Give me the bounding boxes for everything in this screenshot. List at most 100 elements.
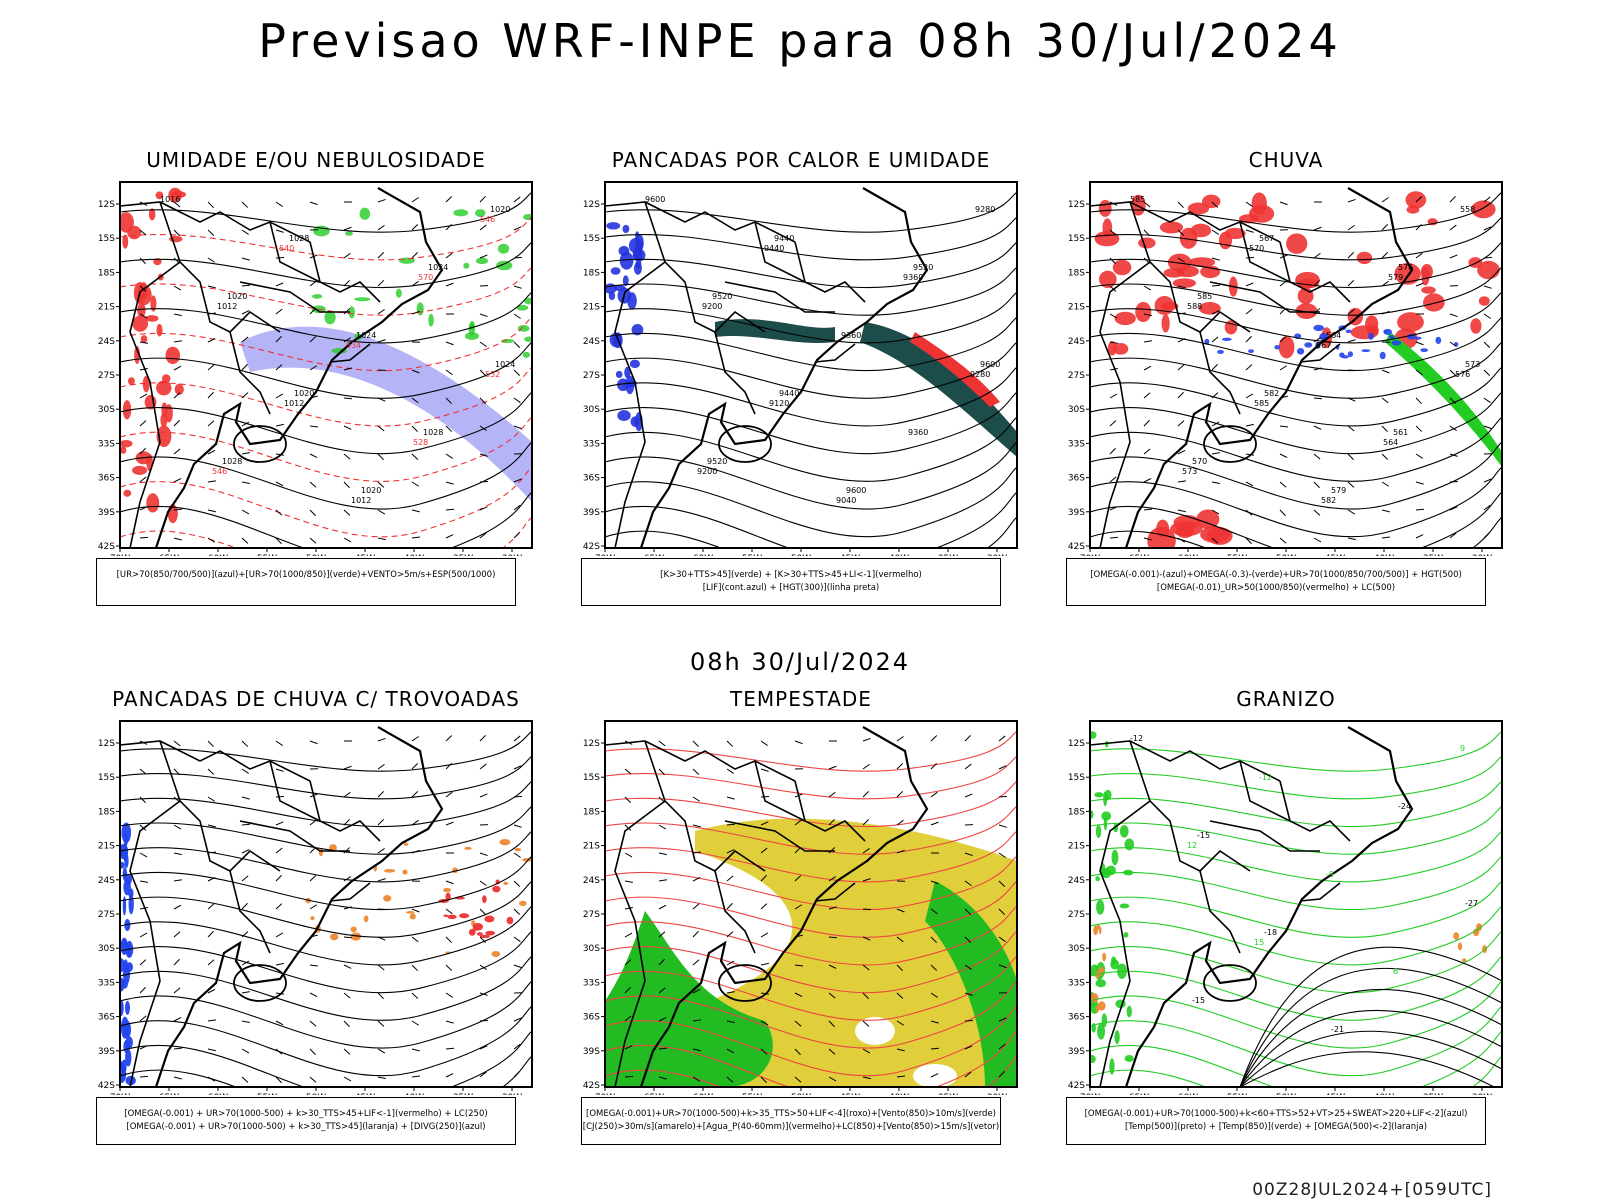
lon-label: 55W xyxy=(1227,1093,1247,1095)
wind-arrow xyxy=(1313,509,1321,516)
lon-label: 30W xyxy=(1472,1093,1492,1095)
map-pancadas-calor: 9600 9520 9440 9600 9520 9600 9520 9440 9360 9360… xyxy=(583,181,1018,556)
wind-arrow xyxy=(139,341,148,344)
wind-arrow xyxy=(377,848,385,854)
divergence-spot-blue xyxy=(121,822,132,844)
wind-arrow xyxy=(309,453,318,459)
divergence-spot-blue xyxy=(120,861,125,869)
wind-arrow xyxy=(241,284,251,287)
wind-arrow xyxy=(173,365,182,371)
lon-label: 70W xyxy=(595,1093,615,1095)
humidity-spot-red xyxy=(137,302,146,318)
lat-label: 12S xyxy=(1068,200,1085,210)
country-border xyxy=(724,820,835,852)
wind-arrow xyxy=(173,931,181,938)
divergence-spot-blue xyxy=(120,977,125,992)
map-group: 5855855825795765735705675645615585885855… xyxy=(1068,181,1503,556)
rain-spot-blue xyxy=(1435,336,1442,345)
wind-arrow xyxy=(445,252,453,259)
contour-label: 567 xyxy=(1259,234,1274,243)
lon-label: 45W xyxy=(1325,1093,1345,1095)
rain-spot-red xyxy=(1477,260,1500,280)
wind-arrow xyxy=(275,1048,283,1055)
isoline xyxy=(1090,366,1502,427)
country-border xyxy=(614,261,666,548)
wind-arrow xyxy=(624,796,631,804)
wind-arrow xyxy=(1449,453,1458,457)
map-trovoadas: 12S 15S 18S 21S 24S 27S 30S 33S 36S 39S 42S 70W 65W 6… xyxy=(98,720,533,1095)
country-border xyxy=(1299,882,1341,902)
wind-arrow xyxy=(1483,226,1492,231)
wind-arrow xyxy=(1245,481,1254,487)
country-border xyxy=(229,331,271,415)
wind-arrow xyxy=(445,534,454,539)
legend-line-2: [LIF](cont.azul) + [HGT(300)](linha pret… xyxy=(702,583,880,593)
wind-arrow xyxy=(1381,280,1389,287)
wind-arrow xyxy=(479,369,487,376)
wind-arrow xyxy=(139,880,148,883)
wind-arrow xyxy=(624,932,633,938)
wind-arrow xyxy=(411,369,420,374)
lat-label: 33S xyxy=(583,439,600,449)
isoline xyxy=(120,755,532,800)
rain-spot-red xyxy=(1161,314,1170,333)
wind-arrow xyxy=(479,1071,487,1078)
wind-arrow xyxy=(896,1048,905,1052)
panel-umidade: UMIDADE E/OU NEBULOSIDADE 1016 1020 1020 10… xyxy=(96,148,536,648)
wind-arrow xyxy=(1449,369,1457,376)
temp500-isoline xyxy=(1239,1009,1502,1087)
lon-label: 45W xyxy=(355,554,375,556)
humidity-spot-green xyxy=(524,297,532,305)
map-inner xyxy=(605,726,1017,1087)
wind-arrow xyxy=(964,908,972,915)
wind-arrow xyxy=(760,932,769,938)
isoline xyxy=(120,216,532,261)
temp500-isoline xyxy=(1239,1051,1496,1087)
wind-arrow xyxy=(241,310,250,315)
legend-line-1: [K>30+TTS>45](verde) + [K>30+TTS>45+LI<-… xyxy=(660,570,922,580)
wind-arrow xyxy=(1483,369,1491,376)
wind-arrow xyxy=(207,824,216,828)
wind-arrow xyxy=(1109,536,1119,539)
wind-arrow xyxy=(513,285,522,289)
country-border xyxy=(605,201,796,243)
lat-label: 12S xyxy=(98,200,115,210)
wind-arrow xyxy=(692,1019,701,1022)
wind-arrow xyxy=(1245,201,1253,207)
rain-spot-red xyxy=(1202,194,1221,209)
rain-spot-red xyxy=(1159,221,1184,234)
wind-arrow xyxy=(1245,335,1252,343)
thunder-spot-orange xyxy=(514,848,522,852)
map-frame xyxy=(604,720,1018,1088)
wind-arrow xyxy=(1211,201,1219,208)
map-frame xyxy=(119,181,533,549)
lon-label: 40W xyxy=(889,1093,909,1095)
lat-label: 36S xyxy=(1068,474,1085,484)
wind-arrow xyxy=(275,1076,282,1084)
hail-spot-orange xyxy=(1098,926,1102,935)
wind-arrow xyxy=(1109,447,1116,455)
legend-box: [OMEGA(-0.001) + UR>70(1000-500) + k>30_… xyxy=(96,1097,516,1145)
lat-label: 18S xyxy=(98,268,115,278)
wind-arrow xyxy=(896,992,904,999)
rain-spot-red xyxy=(1198,302,1221,315)
wind-arrow xyxy=(726,991,735,994)
wind-arrow xyxy=(479,992,488,996)
wind-arrow xyxy=(1143,313,1152,317)
hail-spot-green xyxy=(1124,1054,1134,1062)
contour-label: 576 xyxy=(1398,263,1413,272)
humidity-spot-green xyxy=(311,294,323,299)
rain-spot-red xyxy=(1138,237,1156,249)
contour-label: 9200 xyxy=(702,302,722,311)
country-border xyxy=(1199,331,1241,415)
isoline xyxy=(120,1030,532,1087)
wind-arrow xyxy=(1415,397,1423,405)
wind-arrow xyxy=(173,904,182,910)
lif-spot-blue xyxy=(629,359,640,369)
country-border xyxy=(1239,760,1291,822)
wind-arrow xyxy=(1177,420,1185,427)
wind-arrow xyxy=(513,341,521,348)
wind-arrow xyxy=(309,819,317,826)
rain-spot-red xyxy=(1423,293,1445,312)
rain-spot-red xyxy=(1295,303,1318,319)
